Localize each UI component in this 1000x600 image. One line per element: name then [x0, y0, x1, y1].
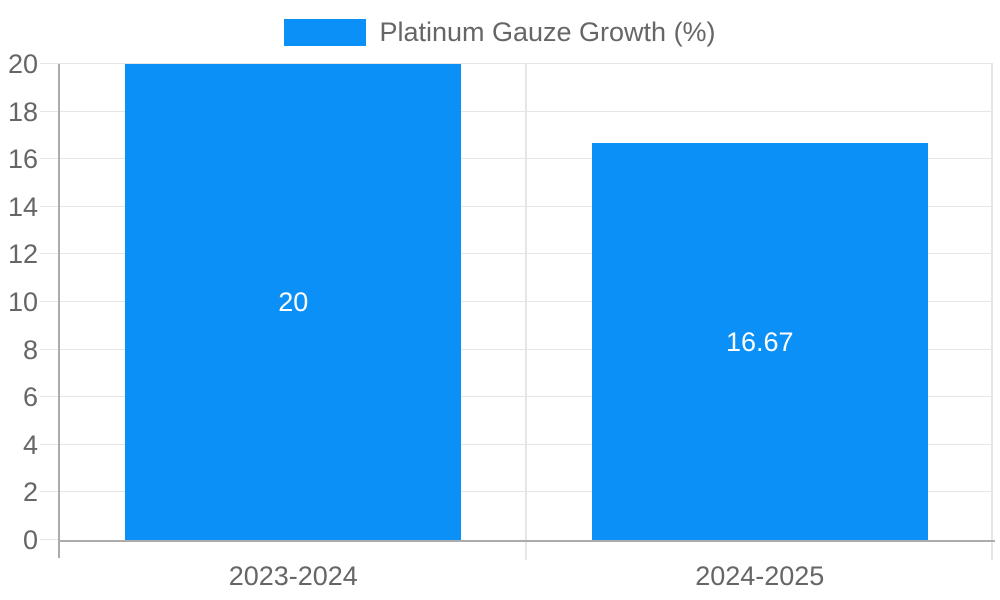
gridline: [60, 443, 993, 445]
y-tick-mark: [40, 301, 60, 302]
gridline: [60, 205, 993, 207]
x-axis-line: [58, 540, 995, 542]
y-tick-mark: [40, 205, 60, 207]
y-tick-label: 20: [7, 49, 38, 79]
y-axis-line: [58, 64, 60, 558]
y-tick-mark: [40, 539, 60, 540]
y-tick-mark: [40, 158, 60, 160]
plot-area: 0 2 4 6 8 10 12 14 16 18 20 20 2023-2024 16.67 2024-20…: [8, 49, 995, 591]
legend-swatch: [284, 18, 367, 46]
y-tick-mark: [40, 110, 60, 112]
y-tick-label: 2: [22, 477, 38, 508]
x-tick-label: 2024-2025: [695, 561, 825, 591]
gridline: [60, 253, 993, 255]
y-tick-mark: [40, 348, 60, 350]
y-tick-mark: [40, 63, 60, 64]
y-tick-label: 6: [22, 382, 38, 413]
gridline: [60, 63, 993, 64]
gridline: [60, 301, 993, 302]
gridline: [60, 110, 993, 112]
category-boundary-line: [991, 64, 993, 560]
gridline: [60, 396, 993, 398]
gridline: [60, 348, 993, 350]
x-tick-label: 2023-2024: [228, 561, 358, 591]
legend-label: Platinum Gauze Growth (%): [379, 17, 716, 47]
bar-value-label: 20: [278, 287, 309, 317]
gridline: [60, 491, 993, 493]
y-tick-label: 16: [7, 144, 38, 175]
gridline: [60, 158, 993, 160]
y-tick-label: 18: [7, 96, 38, 127]
bar: [125, 64, 462, 540]
y-tick-mark: [40, 443, 60, 445]
y-tick-mark: [40, 396, 60, 398]
y-tick-label: 10: [7, 287, 38, 317]
y-tick-mark: [40, 491, 60, 493]
y-tick-label: 14: [7, 191, 38, 222]
bar-value-label: 16.67: [725, 326, 794, 357]
y-tick-label: 8: [22, 334, 38, 365]
category-boundary-line: [524, 64, 527, 560]
y-tick-label: 12: [7, 239, 38, 270]
legend[interactable]: Platinum Gauze Growth (%): [0, 17, 1000, 47]
bar: [591, 143, 928, 540]
y-tick-label: 0: [22, 525, 38, 555]
y-tick-mark: [40, 253, 60, 255]
y-tick-label: 4: [22, 429, 38, 460]
